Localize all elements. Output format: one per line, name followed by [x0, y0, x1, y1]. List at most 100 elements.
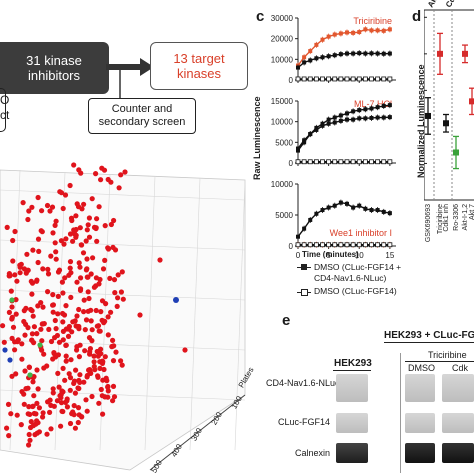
b-point-hit: [98, 309, 104, 315]
c-point-open: [362, 242, 368, 248]
b-point-hit: [50, 386, 56, 392]
b-point-hit: [40, 410, 46, 416]
b-point-hit: [67, 259, 74, 265]
c-point: [314, 211, 319, 216]
c-point: [363, 51, 368, 56]
c-point: [381, 28, 386, 33]
b-point-hit: [115, 295, 121, 301]
b-point-hit: [72, 390, 78, 396]
b-point-hit: [76, 306, 82, 313]
b-point-hit: [81, 309, 87, 315]
d-point: [437, 50, 443, 57]
c-point-open: [307, 242, 313, 248]
c-ytick-label: 15000: [271, 97, 294, 106]
b-point-hit: [12, 347, 18, 353]
c-point: [369, 51, 374, 56]
c-point-open: [295, 76, 301, 82]
b-point-hit: [105, 384, 111, 390]
b-point-hit: [94, 216, 100, 222]
d-x-label: Akt 7: [469, 204, 474, 220]
b-point-hit: [63, 303, 69, 309]
b-point-hit: [13, 311, 19, 317]
b-point-hit: [4, 224, 10, 230]
b-point-hit: [87, 351, 93, 357]
c-point: [332, 120, 337, 125]
b-point-hit: [83, 238, 89, 244]
c-point: [363, 116, 368, 121]
b-point-hit: [23, 386, 29, 392]
c-point-open: [313, 159, 319, 165]
b-point-hit: [48, 338, 55, 345]
c-point-open: [332, 242, 338, 248]
b-point-hit: [60, 365, 66, 371]
c-point-open: [356, 242, 362, 248]
c-point-open: [387, 159, 393, 165]
b-point-hit: [118, 289, 124, 295]
blot-hek-calnexin: [336, 443, 368, 463]
b-point-hit: [111, 277, 118, 283]
b-point-hit: [29, 308, 35, 314]
d-top-label: Akt: [426, 0, 440, 9]
c-point-open: [344, 242, 350, 248]
b-point-hit: [93, 171, 99, 177]
c-point-open: [332, 76, 338, 82]
c-point-open: [307, 159, 313, 165]
b-point-hit: [89, 196, 95, 202]
b-point-hit: [103, 301, 109, 307]
c-point: [320, 55, 325, 60]
b-point-hit: [36, 248, 42, 254]
c-point: [308, 58, 313, 63]
c-point: [314, 127, 319, 132]
c-plot-title: ML-7 HCl: [354, 99, 392, 109]
b-point-hit: [56, 384, 62, 390]
b-point-hit: [68, 270, 74, 276]
b-point-hit: [14, 412, 20, 418]
b-point-hit: [77, 225, 83, 231]
b-point-hit: [63, 353, 69, 359]
b-point-hit: [94, 238, 100, 244]
box1-line2: inhibitors: [27, 68, 81, 83]
c-ytick-label: 10000: [271, 118, 294, 127]
b-point-hit: [100, 411, 106, 417]
b-point-hit: [110, 337, 116, 343]
c-point: [357, 30, 362, 35]
c-point: [363, 27, 368, 32]
c-point: [326, 117, 331, 122]
c-point-open: [375, 76, 381, 82]
c-point-open: [369, 242, 374, 248]
b-point-hit: [79, 242, 85, 248]
c-ytick-label: 0: [289, 242, 294, 251]
b-point-hit: [60, 337, 66, 343]
c-point: [351, 109, 356, 114]
b-point-hit: [81, 297, 87, 303]
b-point-hit: [78, 275, 84, 281]
c-point: [326, 34, 331, 39]
d-point: [462, 50, 468, 57]
b-point-hit: [88, 271, 94, 277]
b-point-hit: [17, 270, 23, 276]
b-point-hit: [111, 217, 117, 224]
b-point-hit: [112, 290, 118, 296]
panel-e-col-cdk: Cdk: [452, 363, 469, 373]
b-gridline: [54, 171, 66, 451]
b-point-hit: [29, 280, 36, 286]
c-series-line: [297, 28, 391, 66]
b-point-hit: [85, 274, 91, 280]
blot-cdk-fgf14: [442, 413, 474, 433]
b-point-blue: [7, 357, 13, 363]
left-fragment: O ct: [0, 93, 9, 123]
b-point-hit: [30, 313, 36, 319]
b-point-hit: [107, 275, 113, 281]
b-point-hit: [29, 204, 35, 210]
c-point: [375, 51, 380, 56]
b-point-hit: [36, 429, 43, 435]
b-point-hit: [114, 303, 120, 309]
b-point-hit: [96, 204, 102, 210]
c-point-open: [307, 76, 313, 82]
panel-e-col-dmso: DMSO: [408, 363, 435, 373]
left-box-edge: [0, 88, 6, 132]
c-series-line: [297, 104, 390, 152]
b-point-hit: [38, 326, 44, 332]
c-point: [381, 103, 386, 108]
c-point-open: [326, 76, 332, 82]
